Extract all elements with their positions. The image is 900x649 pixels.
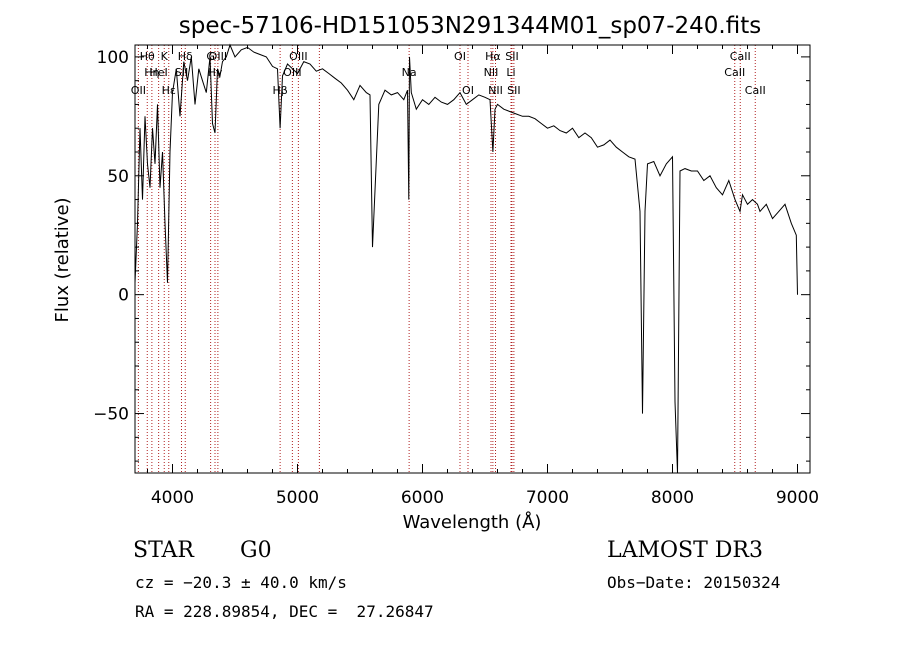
line-label: CaII xyxy=(724,66,745,79)
line-label: Li xyxy=(506,66,515,79)
line-label: SII xyxy=(505,50,518,63)
line-label: NII xyxy=(488,84,503,97)
line-label: Hη xyxy=(144,66,159,79)
line-label: HeI xyxy=(149,66,167,79)
plot-frame xyxy=(134,44,811,474)
line-label: OI xyxy=(454,50,466,63)
coordinates: RA = 228.89854, DEC = 27.26847 xyxy=(135,602,434,621)
line-label: OIII xyxy=(289,50,307,63)
x-tick-label: 4000 xyxy=(151,488,194,508)
line-label: OI xyxy=(462,84,474,97)
line-label: OIII xyxy=(209,50,227,63)
y-tick-label: −50 xyxy=(93,405,129,425)
x-axis: 4000 5000 6000 7000 8000 9000 xyxy=(147,45,819,508)
x-tick-label: 8000 xyxy=(651,488,694,508)
y-tick-label: 0 xyxy=(118,286,129,306)
line-label: Hβ xyxy=(272,84,287,97)
line-label: Hγ xyxy=(208,66,223,79)
x-tick-label: 5000 xyxy=(276,488,319,508)
line-label: Hθ xyxy=(140,50,155,63)
line-label: OIII xyxy=(283,66,301,79)
line-label: NII xyxy=(484,66,499,79)
x-tick-label: 6000 xyxy=(401,488,444,508)
x-tick-label: 7000 xyxy=(526,488,569,508)
y-axis: −50 0 50 100 xyxy=(93,48,810,462)
y-axis-label: Flux (relative) xyxy=(52,197,73,322)
obs-date: Obs−Date: 20150324 xyxy=(607,573,781,592)
x-tick-label: 9000 xyxy=(776,488,819,508)
object-subclass: G0 xyxy=(240,538,272,563)
survey-name: LAMOST DR3 xyxy=(607,538,763,563)
line-label: SII xyxy=(507,84,520,97)
line-label: G xyxy=(206,50,215,63)
object-class: STAR xyxy=(133,538,194,563)
line-label: OII xyxy=(131,84,146,97)
line-label: CaII xyxy=(745,84,766,97)
line-label: Hδ xyxy=(178,50,193,63)
line-label: K xyxy=(161,50,169,63)
line-label: SII xyxy=(175,66,188,79)
x-axis-label: Wavelength (Å) xyxy=(403,511,542,533)
chart-title: spec-57106-HD151053N291344M01_sp07-240.f… xyxy=(179,13,761,39)
redshift-text: cz = −20.3 ± 40.0 km/s xyxy=(135,573,347,592)
line-label: Na xyxy=(402,66,417,79)
line-markers xyxy=(137,45,756,473)
y-tick-label: 50 xyxy=(107,167,129,187)
line-label: Hα xyxy=(485,50,501,63)
line-label: Hε xyxy=(162,84,176,97)
y-tick-label: 100 xyxy=(97,48,129,68)
line-label: CaII xyxy=(730,50,751,63)
spectrum-line xyxy=(134,43,798,474)
